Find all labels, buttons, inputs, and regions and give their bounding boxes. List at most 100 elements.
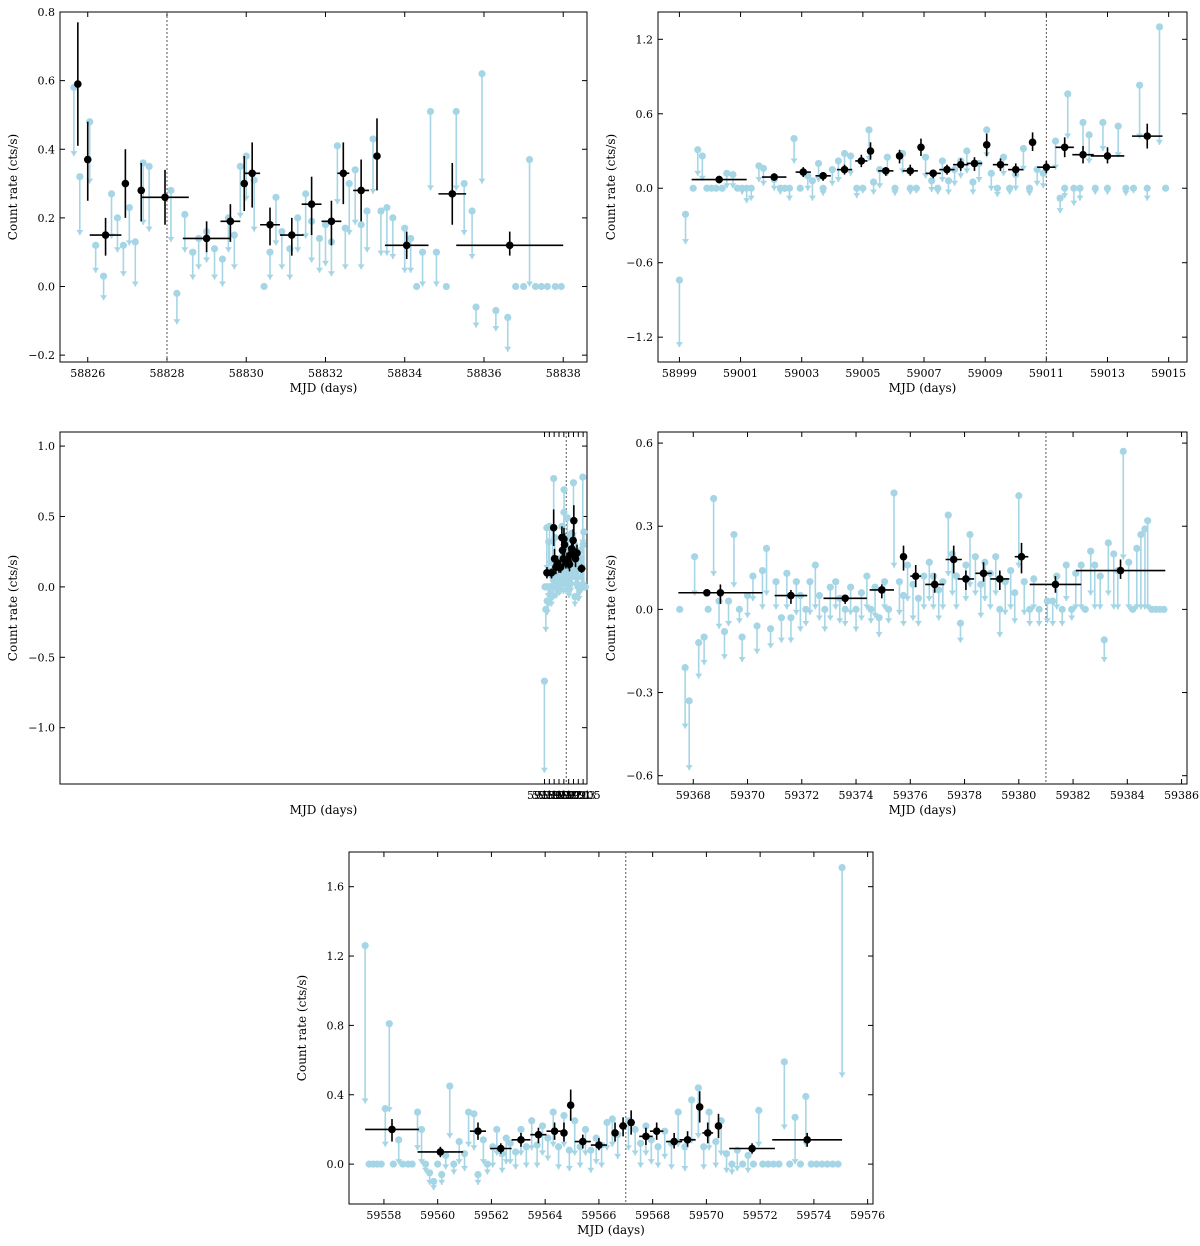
upper-limit-arrow: [576, 1162, 584, 1168]
upper-limit-arrow: [195, 264, 203, 270]
upper-limit-arrow: [383, 250, 391, 256]
detection-point: [943, 165, 951, 174]
y-axis-label: Count rate (cts/s): [6, 134, 20, 240]
upper-limit-point: [1096, 572, 1104, 580]
upper-limit-arrow: [76, 230, 84, 236]
upper-limit-point: [738, 633, 746, 641]
upper-limit-arrow: [1072, 604, 1080, 610]
detection-point: [549, 523, 558, 532]
upper-limit-point: [479, 1136, 487, 1144]
detection-point: [1079, 150, 1087, 159]
upper-limit-point: [512, 1148, 520, 1156]
upper-limit-point: [1025, 184, 1034, 192]
upper-limit-arrow: [377, 250, 385, 256]
upper-limit-point: [608, 1115, 616, 1123]
detection-point: [917, 143, 925, 152]
upper-limit-point: [944, 511, 952, 519]
upper-limit-arrow: [730, 582, 738, 588]
x-tick-label: 59203: [561, 789, 596, 802]
upper-limit-point: [377, 207, 385, 215]
upper-limit-point: [504, 313, 512, 321]
detection-point: [949, 555, 958, 564]
upper-limit-arrow: [363, 247, 371, 253]
upper-limit-point: [688, 1096, 696, 1104]
upper-limit-arrow: [981, 596, 989, 602]
detection-point: [436, 1148, 445, 1156]
upper-limit-point: [1133, 544, 1141, 553]
upper-limit-point: [1129, 605, 1137, 613]
upper-limit-point: [563, 514, 571, 522]
detection-point: [550, 1127, 559, 1135]
upper-limit-point: [999, 153, 1008, 161]
upper-limit-arrow: [517, 1150, 525, 1156]
upper-limit-arrow: [834, 177, 842, 183]
upper-limit-arrow: [904, 596, 912, 602]
detection-point: [787, 591, 795, 600]
upper-limit-arrow: [432, 281, 440, 287]
upper-limit-arrow: [92, 267, 100, 273]
upper-limit-point: [694, 1084, 702, 1092]
y-tick-label: 0.8: [327, 1019, 345, 1032]
x-tick-label: 59386: [1164, 789, 1199, 802]
upper-limit-arrow: [465, 1141, 473, 1147]
upper-limit-arrow: [956, 637, 964, 643]
upper-limit-arrow: [1001, 609, 1009, 615]
upper-limit-point: [1104, 539, 1112, 547]
upper-limit-arrow: [70, 151, 78, 157]
upper-limit-arrow: [728, 1169, 736, 1175]
upper-limit-point: [838, 864, 846, 872]
upper-limit-point: [863, 572, 871, 580]
upper-limit-point: [815, 591, 824, 600]
detection-point: [911, 572, 920, 580]
upper-limit-point: [674, 1108, 682, 1116]
upper-limit-point: [522, 1143, 530, 1151]
upper-limit-arrow: [407, 267, 415, 273]
upper-limit-arrow: [460, 230, 468, 236]
upper-limit-arrow: [1076, 195, 1084, 201]
upper-limit-point: [828, 166, 836, 174]
upper-limit-arrow: [1035, 621, 1043, 627]
detection-point: [962, 575, 970, 583]
upper-limit-arrow: [131, 281, 139, 287]
upper-limit-point: [452, 107, 460, 116]
upper-limit-arrow: [522, 1162, 530, 1168]
upper-limit-point: [520, 282, 528, 291]
upper-limit-point: [1007, 566, 1015, 575]
upper-limit-arrow: [787, 637, 795, 643]
upper-limit-arrow: [735, 618, 743, 624]
y-tick-label: −0.6: [626, 257, 653, 270]
upper-limit-arrow: [1039, 183, 1047, 189]
upper-limit-point: [759, 1160, 767, 1168]
upper-limit-point: [821, 605, 829, 613]
upper-limit-arrow: [700, 659, 708, 665]
upper-limit-arrow: [506, 1159, 514, 1165]
detection-point: [566, 1101, 575, 1109]
upper-limit-arrow: [422, 1167, 430, 1173]
upper-limit-point: [698, 152, 706, 160]
upper-limit-arrow: [316, 267, 324, 273]
upper-limit-point: [569, 479, 578, 487]
y-tick-label: 0.0: [636, 182, 654, 195]
upper-limit-point: [369, 135, 377, 143]
upper-limit-arrow: [909, 615, 917, 621]
upper-limit-point: [537, 282, 546, 291]
upper-limit-arrow: [369, 188, 377, 194]
upper-limit-point: [1019, 144, 1028, 153]
upper-limit-arrow: [571, 601, 579, 607]
upper-limit-point: [587, 1146, 595, 1154]
upper-limit-point: [555, 1143, 563, 1151]
upper-limit-arrow: [744, 1167, 752, 1173]
detection-point: [929, 169, 938, 178]
x-tick-label: 58830: [229, 367, 264, 380]
upper-limit-arrow: [308, 257, 316, 263]
upper-limit-arrow: [587, 1167, 595, 1173]
upper-limit-point: [939, 578, 947, 586]
detection-point: [982, 141, 991, 149]
x-axis-label: MJD (days): [889, 381, 957, 395]
upper-limit-arrow: [538, 1150, 546, 1156]
upper-limit-point: [413, 1108, 422, 1116]
upper-limit-point: [550, 474, 558, 483]
upper-limit-arrow: [963, 168, 971, 174]
upper-limit-point: [341, 224, 349, 232]
x-tick-label: 59013: [1090, 367, 1125, 380]
